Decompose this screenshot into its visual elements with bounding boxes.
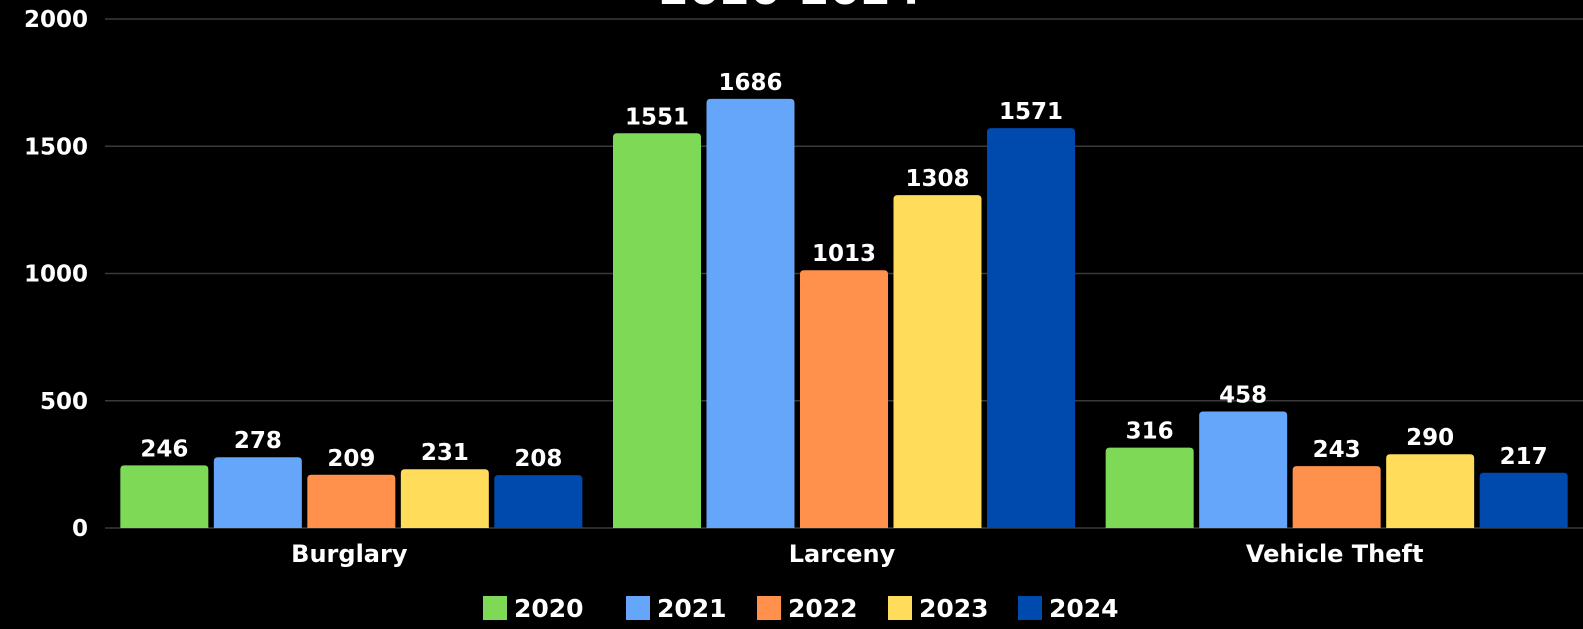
data-label: 458 (1219, 382, 1267, 408)
legend-swatch (483, 596, 507, 620)
data-label: 209 (327, 446, 375, 472)
x-tick-label-vehicle-theft: Vehicle Theft (1246, 540, 1424, 568)
data-label: 1571 (999, 99, 1063, 125)
data-label: 278 (234, 428, 282, 454)
y-tick-label: 2000 (24, 7, 88, 33)
data-label: 246 (140, 436, 188, 462)
data-label: 316 (1126, 419, 1174, 445)
data-label: 290 (1406, 425, 1454, 451)
y-tick-label: 1500 (24, 134, 88, 160)
legend-label: 2024 (1049, 594, 1119, 623)
legend-label: 2022 (788, 594, 858, 623)
bar-vehicle-theft-2021 (1199, 411, 1288, 528)
bar-larceny-2022 (800, 270, 888, 528)
chart-title: 2020-2024 (658, 0, 921, 15)
bars (120, 98, 1568, 529)
legend-item-2022: 2022 (757, 594, 858, 623)
data-label: 208 (514, 446, 562, 472)
x-tick-label-larceny: Larceny (789, 540, 896, 568)
legend: 2020 2021 2022 2023 2024 (483, 594, 1119, 623)
data-label: 231 (421, 440, 469, 466)
data-label: 1551 (625, 104, 689, 130)
legend-label: 2023 (919, 594, 989, 623)
legend-item-2020: 2020 (483, 594, 584, 623)
y-tick-label: 500 (40, 389, 88, 415)
y-axis-tick-labels: 0 500 1000 1500 2000 (24, 7, 88, 542)
bar-larceny-2021 (706, 98, 795, 529)
bar-burglary-2024 (494, 475, 583, 528)
legend-swatch (626, 596, 650, 620)
data-labels: 246 278 209 231 208 1551 1686 1013 1308 1571 316 45… (140, 70, 1547, 472)
legend-item-2021: 2021 (626, 594, 727, 623)
y-tick-label: 0 (72, 516, 88, 542)
data-label: 1308 (905, 166, 969, 192)
legend-label: 2021 (657, 594, 727, 623)
legend-swatch (1018, 596, 1042, 620)
x-tick-label-burglary: Burglary (291, 540, 408, 568)
legend-swatch (757, 596, 781, 620)
bar-larceny-2023 (893, 195, 982, 528)
data-label: 1013 (812, 241, 876, 267)
legend-label: 2020 (514, 594, 584, 623)
legend-item-2024: 2024 (1018, 594, 1119, 623)
bar-burglary-2023 (400, 469, 489, 528)
y-tick-label: 1000 (24, 262, 88, 288)
bar-vehicle-theft-2020 (1105, 447, 1194, 528)
x-axis-category-labels: Burglary Larceny Vehicle Theft (291, 540, 1423, 568)
bar-larceny-2020 (613, 133, 701, 528)
bar-burglary-2022 (307, 474, 396, 528)
legend-swatch (888, 596, 912, 620)
legend-item-2023: 2023 (888, 594, 989, 623)
data-label: 243 (1313, 437, 1361, 463)
bar-burglary-2020 (120, 465, 209, 528)
data-label: 1686 (718, 70, 782, 96)
bar-vehicle-theft-2024 (1479, 472, 1568, 528)
data-label: 217 (1500, 444, 1548, 470)
bar-vehicle-theft-2022 (1292, 466, 1381, 528)
bar-burglary-2021 (213, 457, 302, 528)
bar-larceny-2024 (987, 128, 1075, 529)
bar-vehicle-theft-2023 (1386, 454, 1475, 528)
